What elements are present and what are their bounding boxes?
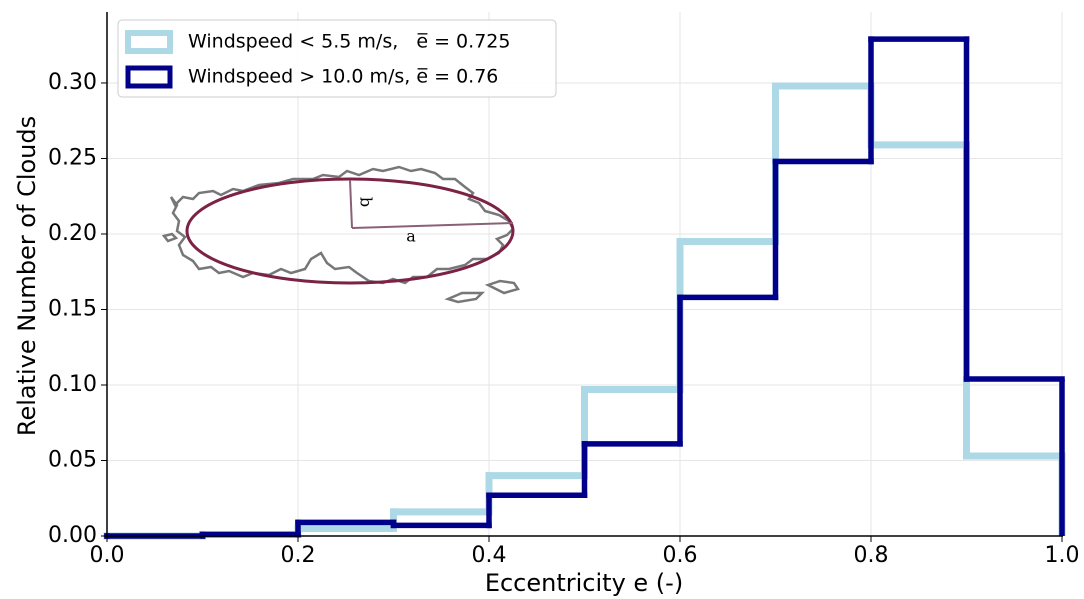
annotation: b xyxy=(357,197,376,207)
legend-swatch xyxy=(125,30,173,54)
histogram xyxy=(103,36,1066,540)
series xyxy=(104,36,1065,539)
x-tick-label: 0.4 xyxy=(472,543,507,568)
legend-label: Windspeed < 5.5 m/s, e̅ = 0.725 xyxy=(188,31,510,53)
annotation: a xyxy=(406,227,416,246)
cloud-illustration: a b xyxy=(161,165,520,304)
x-axis-label: Eccentricity e (-) xyxy=(485,569,683,597)
y-tick-label: 0.10 xyxy=(48,372,97,397)
y-axis-label: Relative Number of Clouds xyxy=(13,116,41,436)
legend-swatch xyxy=(125,65,173,89)
fit-ellipse xyxy=(185,177,515,285)
x-tick-label: 0.2 xyxy=(281,543,316,568)
legend: Windspeed < 5.5 m/s, e̅ = 0.725 Windspeed… xyxy=(117,19,557,98)
y-tick-label: 0.20 xyxy=(48,221,97,246)
legend-label: Windspeed > 10.0 m/s, e̅ = 0.76 xyxy=(188,66,498,88)
semi-axis-a xyxy=(351,222,514,229)
x-tick-label: 0.6 xyxy=(663,543,698,568)
ticks: 0.0 0.2 0.4 0.6 0.8 1.0 0.00 0.05 0.10 0.15 0.20 0.… xyxy=(48,70,1079,568)
y-tick-label: 0.05 xyxy=(48,447,97,472)
x-tick-label: 0.8 xyxy=(854,543,889,568)
y-tick-label: 0.00 xyxy=(48,523,97,548)
y-tick-label: 0.25 xyxy=(48,145,97,170)
legend-frame xyxy=(117,19,557,98)
grid xyxy=(106,12,1063,537)
semi-axis-b xyxy=(349,179,353,229)
y-tick-label: 0.30 xyxy=(48,70,97,95)
x-tick-label: 1.0 xyxy=(1045,543,1080,568)
y-tick-label: 0.15 xyxy=(48,296,97,321)
x-tick-label: 0.0 xyxy=(90,543,125,568)
